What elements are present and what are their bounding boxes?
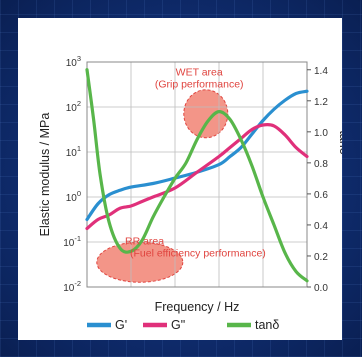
series-line-1 [85,122,309,231]
y-left-tick-5: 10-2 [63,279,81,294]
y-right-tick-2: 1.0 [314,128,328,139]
y-right-tick-3: 0.8 [314,159,328,170]
annotation-label-0: WET area (Grip performance) [155,67,244,91]
y-left-tick-0: 103 [66,54,81,69]
series-line-2 [85,68,309,283]
annotation-area-1 [96,241,184,283]
y-right-axis-title: tanδ [337,130,342,154]
annotation-area-0 [183,89,229,139]
legend-label-1: G" [171,318,185,332]
y-right-tick-1: 1.2 [314,97,328,108]
legend-label-0: G' [115,318,127,332]
y-right-tick-6: 0.2 [314,252,328,263]
legend-label-2: tanδ [255,318,279,332]
y-right-tick-7: 0.0 [314,283,328,294]
y-left-tick-3: 100 [66,189,81,204]
series-line-0 [85,89,309,222]
y-left-tick-1: 102 [66,99,81,114]
annotation-label-1: RR area (Fuel efficiency performance) [125,235,266,259]
plot-frame [86,61,308,288]
y-left-tick-2: 101 [66,144,81,159]
y-right-tick-4: 0.6 [314,190,328,201]
y-right-tick-5: 0.4 [314,221,328,232]
y-right-tick-0: 1.4 [314,66,328,77]
y-left-tick-4: 10-1 [63,234,81,249]
x-axis-title: Frequency / Hz [155,300,240,314]
y-left-axis-title: Elastic modulus / MPa [38,113,52,237]
chart-panel: WET area (Grip performance) RR area (Fuel e… [18,18,342,340]
chart-svg: WET area (Grip performance) RR area (Fuel e… [38,54,342,332]
